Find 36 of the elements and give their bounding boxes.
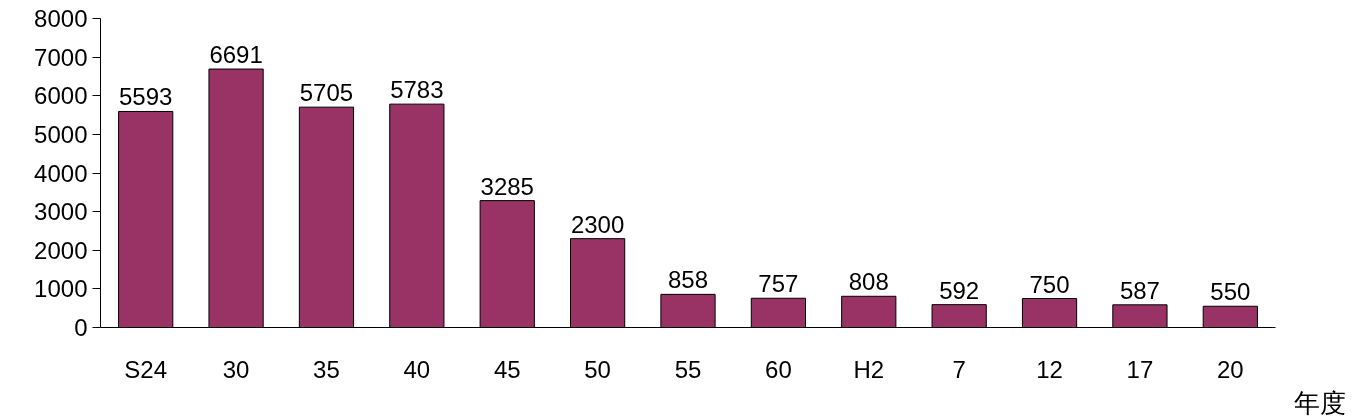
data-label: 6691 [209,41,263,69]
data-label: 757 [758,270,799,298]
y-tick-label: 4000 [34,159,88,187]
x-tick-label: 35 [313,355,340,383]
x-tick-label: 7 [952,355,966,383]
data-label: 550 [1210,278,1251,306]
x-tick-label: 40 [403,355,431,383]
data-label: 2300 [570,210,625,238]
y-tick-label: 0 [74,314,88,341]
data-label: 808 [848,268,889,296]
data-label: 5705 [299,79,354,107]
y-tick-label: 7000 [34,43,88,71]
x-tick-label: 12 [1036,355,1063,383]
x-tick-label: 55 [674,355,702,383]
y-tick-label: 5000 [34,120,88,148]
x-tick-label: 20 [1216,355,1244,383]
y-tick-label: 6000 [34,82,88,110]
data-label: 5593 [119,83,173,111]
data-label: 5783 [390,76,444,104]
data-label: 3285 [480,172,534,200]
x-tick-label: 45 [493,355,521,383]
x-axis-title: 年度 [1293,387,1346,417]
data-label: 858 [667,266,709,294]
x-tick-label: H2 [853,355,885,383]
x-tick-label: 17 [1126,355,1154,383]
y-tick-label: 2000 [34,236,88,264]
x-tick-label: 60 [765,355,792,383]
y-tick-label: 3000 [34,198,88,226]
y-tick-label: 1000 [34,275,88,303]
y-tick-label: 8000 [34,5,88,32]
x-tick-label: 30 [222,355,250,383]
data-label: 750 [1029,270,1070,298]
data-label: 592 [939,276,980,304]
data-label: 587 [1119,276,1160,304]
x-tick-label: S24 [124,355,168,383]
x-tick-label: 50 [584,355,611,383]
